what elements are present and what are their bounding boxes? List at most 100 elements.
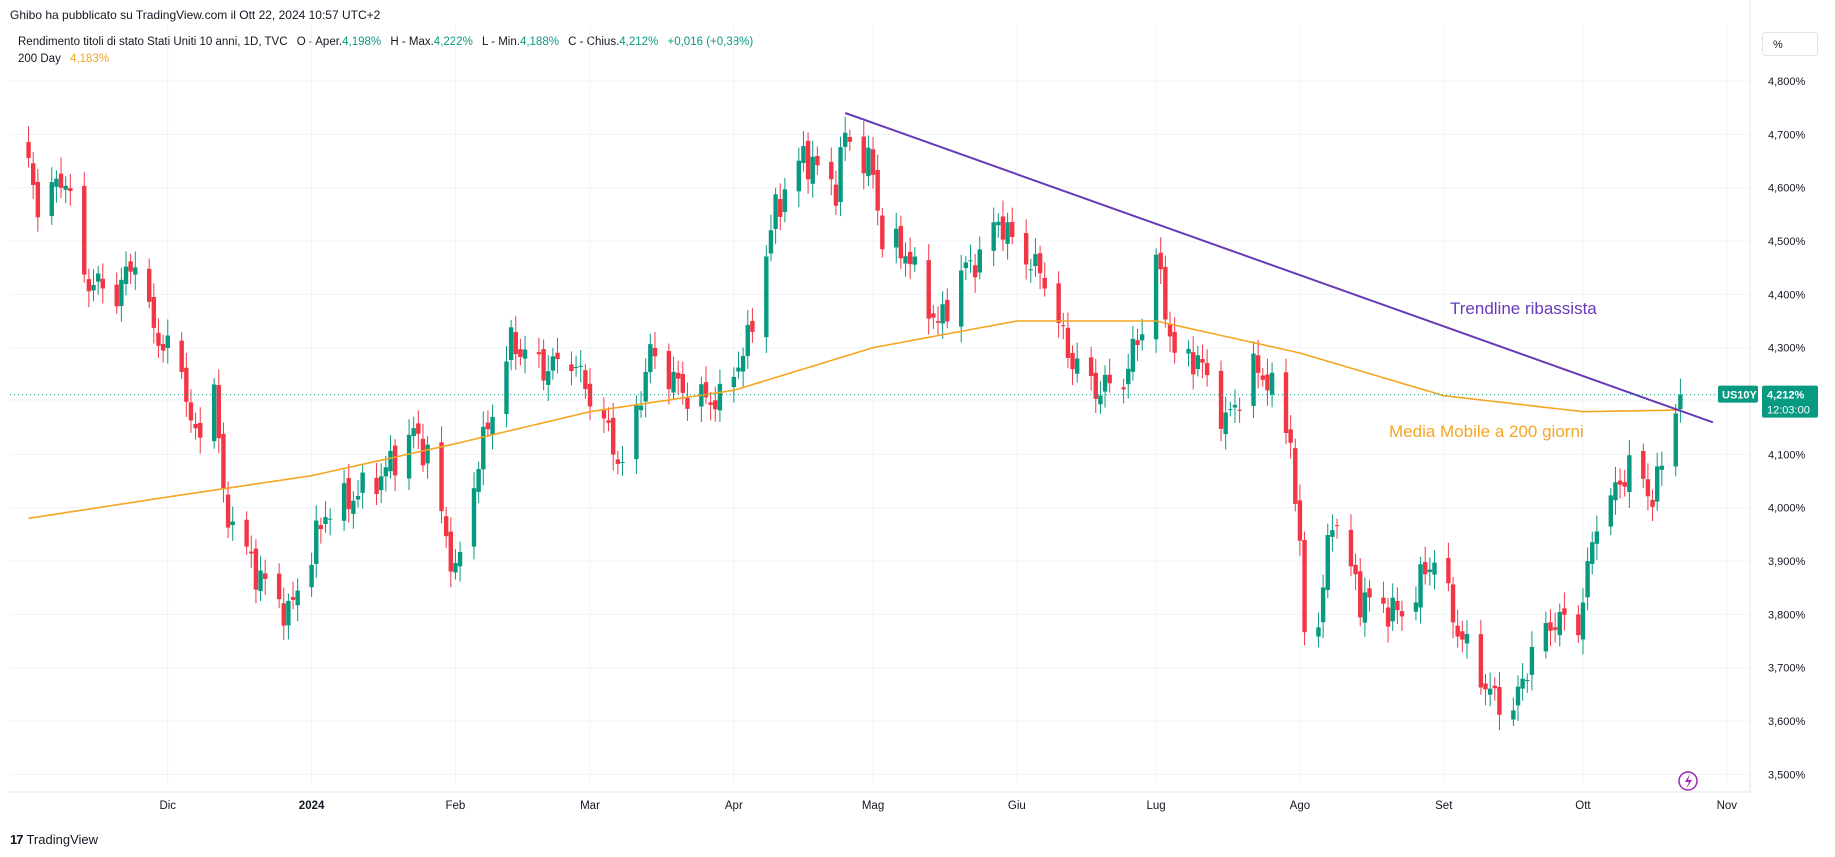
candle-body xyxy=(54,178,59,187)
candle-body xyxy=(230,521,235,526)
trendline-annotation[interactable]: Trendline ribassista xyxy=(1450,299,1597,318)
candle xyxy=(601,397,607,434)
candle-body xyxy=(1413,602,1419,612)
candle-body xyxy=(128,261,133,272)
candles xyxy=(26,116,1683,731)
candle-body xyxy=(880,215,885,250)
candle-body xyxy=(518,349,523,357)
candle xyxy=(843,116,848,162)
candle xyxy=(963,256,969,280)
trendline[interactable] xyxy=(844,112,1714,424)
candle xyxy=(198,407,203,454)
candle xyxy=(1005,212,1010,260)
candle xyxy=(861,121,866,190)
candle-body xyxy=(1293,448,1298,504)
trendline-line[interactable] xyxy=(844,112,1714,424)
candle xyxy=(58,157,64,198)
candle-body xyxy=(907,251,913,265)
tradingview-logo[interactable]: 17 TradingView xyxy=(10,832,98,847)
candle xyxy=(1269,362,1275,408)
candle-body xyxy=(782,189,788,212)
candle-body xyxy=(1557,612,1562,636)
candle xyxy=(86,268,92,308)
candle-body xyxy=(963,262,969,268)
candle xyxy=(606,407,611,432)
candle xyxy=(847,129,853,151)
candle xyxy=(1353,553,1358,591)
tradingview-brand: TradingView xyxy=(26,832,99,847)
candle-body xyxy=(1297,500,1303,541)
candle xyxy=(179,332,184,379)
candle-body xyxy=(49,182,54,217)
candle-body xyxy=(1191,352,1196,375)
candle xyxy=(281,587,286,640)
candle-body xyxy=(615,459,621,464)
candle-body xyxy=(1362,592,1368,623)
candle xyxy=(685,382,690,421)
candle-body xyxy=(383,467,389,477)
candle xyxy=(1167,311,1173,353)
candle-body xyxy=(31,163,36,185)
candle-body xyxy=(26,142,31,159)
candle xyxy=(1223,396,1228,450)
candle xyxy=(713,386,718,422)
lightning-icon[interactable] xyxy=(1678,771,1698,791)
candle xyxy=(1543,611,1549,659)
candle-body xyxy=(1608,495,1613,527)
ma-annotation[interactable]: Media Mobile a 200 giorni xyxy=(1389,422,1584,441)
y-tick-label: 3,800% xyxy=(1768,609,1806,621)
candle xyxy=(188,389,194,433)
y-tick-label: 4,700% xyxy=(1768,129,1806,141)
candle xyxy=(1659,451,1665,486)
candle xyxy=(1641,443,1646,488)
candle xyxy=(1023,219,1029,280)
candle-body xyxy=(898,226,904,259)
candle-body xyxy=(1613,482,1618,501)
candle-body xyxy=(1228,409,1233,411)
candle-body xyxy=(1627,455,1632,492)
candle xyxy=(123,251,129,296)
candle-body xyxy=(736,367,741,372)
candle xyxy=(1283,358,1289,445)
candle-body xyxy=(569,364,574,372)
candle xyxy=(318,517,324,544)
candle xyxy=(160,334,166,363)
candle xyxy=(773,187,778,244)
candle xyxy=(147,258,152,309)
candle xyxy=(388,435,393,479)
y-tick-label: 3,700% xyxy=(1768,663,1806,675)
candle-body xyxy=(1334,525,1340,527)
candle xyxy=(1348,514,1354,577)
candle xyxy=(276,563,282,609)
candle xyxy=(1293,438,1298,512)
candle-body xyxy=(1126,368,1131,385)
candle-body xyxy=(536,352,542,355)
candle-body xyxy=(374,477,379,495)
candle-body xyxy=(443,516,449,537)
candle xyxy=(675,360,681,395)
percent-scale-button[interactable]: % xyxy=(1762,32,1818,56)
candle-body xyxy=(833,184,839,206)
candle xyxy=(1070,345,1075,386)
candle-body xyxy=(810,156,815,184)
candle xyxy=(193,412,198,440)
candle-body xyxy=(1269,372,1275,395)
candle xyxy=(555,337,560,374)
y-tick-label: 4,000% xyxy=(1768,503,1806,515)
candle xyxy=(708,391,713,421)
candle xyxy=(935,306,941,336)
candle-body xyxy=(931,313,936,318)
candle xyxy=(481,411,486,486)
candle xyxy=(1576,604,1581,643)
candle xyxy=(513,316,518,371)
candle xyxy=(91,269,96,302)
candle-body xyxy=(894,228,899,248)
candle xyxy=(805,132,811,194)
candle xyxy=(374,462,379,506)
candle-body xyxy=(611,417,616,455)
candle-body xyxy=(290,597,296,600)
candle xyxy=(959,254,964,343)
candle xyxy=(611,402,616,471)
candle xyxy=(1585,547,1590,611)
